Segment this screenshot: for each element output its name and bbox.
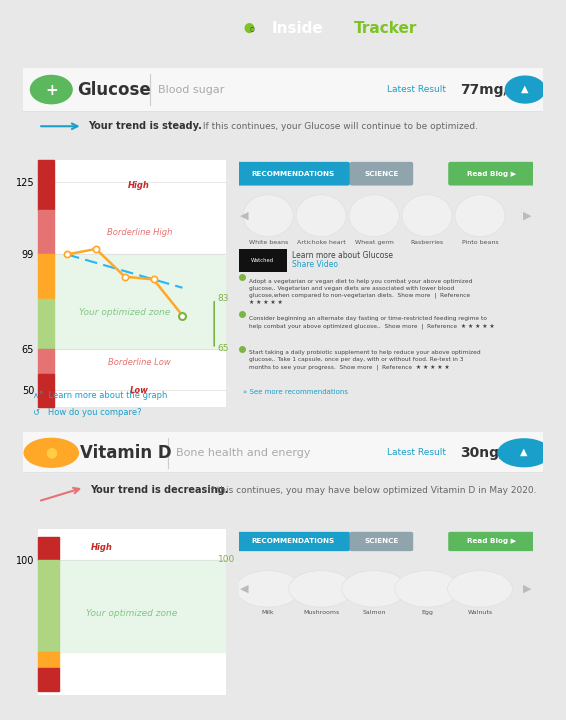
Text: Learn more about Glucose: Learn more about Glucose (291, 251, 393, 260)
Bar (23, 432, 543, 472)
FancyBboxPatch shape (237, 532, 350, 551)
Text: 83: 83 (217, 294, 229, 303)
Circle shape (342, 570, 406, 607)
Bar (38, 210, 54, 254)
FancyBboxPatch shape (448, 532, 535, 551)
Bar (38, 560, 226, 652)
Text: Latest Result: Latest Result (387, 449, 446, 457)
Text: ◀: ◀ (240, 584, 248, 594)
Text: » See more recommendations: » See more recommendations (243, 390, 348, 395)
Bar (38, 560, 59, 652)
Text: Rasberries: Rasberries (410, 240, 444, 246)
FancyBboxPatch shape (350, 532, 413, 551)
Bar (23, 68, 543, 111)
Text: Inside: Inside (272, 21, 323, 36)
Text: Borderline Low: Borderline Low (108, 358, 170, 367)
Text: Bone health and energy: Bone health and energy (176, 448, 311, 458)
Text: Mushrooms: Mushrooms (303, 610, 339, 615)
Text: Blood sugar: Blood sugar (158, 84, 224, 94)
Text: Pinto beans: Pinto beans (462, 240, 498, 246)
Circle shape (24, 438, 78, 467)
Bar (38, 374, 54, 407)
Text: ●: ● (45, 446, 57, 460)
Bar (38, 254, 54, 299)
Bar (38, 160, 54, 210)
Text: Milk: Milk (262, 610, 275, 615)
Text: 65: 65 (217, 344, 229, 354)
Text: Share Video: Share Video (291, 260, 338, 269)
Text: ▶: ▶ (523, 584, 531, 594)
Text: Your optimized zone: Your optimized zone (79, 308, 170, 318)
Text: SCIENCE: SCIENCE (365, 539, 398, 544)
Text: Artichoke heart: Artichoke heart (297, 240, 345, 246)
FancyBboxPatch shape (350, 162, 413, 186)
Text: Glucose: Glucose (78, 81, 151, 99)
Text: Your trend is decreasing.: Your trend is decreasing. (91, 485, 229, 495)
Circle shape (31, 76, 72, 104)
Text: 30ng/mL: 30ng/mL (460, 446, 528, 460)
Circle shape (402, 194, 452, 237)
Text: ↺   How do you compare?: ↺ How do you compare? (33, 408, 142, 417)
Text: Your trend is steady.: Your trend is steady. (88, 121, 201, 131)
Text: Low: Low (130, 386, 149, 395)
FancyBboxPatch shape (448, 162, 535, 186)
Circle shape (455, 194, 505, 237)
Circle shape (395, 570, 460, 607)
Text: Egg: Egg (421, 610, 433, 615)
Text: 100: 100 (218, 555, 235, 564)
Bar (38, 348, 54, 374)
Circle shape (236, 570, 301, 607)
Circle shape (498, 439, 550, 467)
Text: Start taking a daily probiotic supplement to help reduce your above optimized
gl: Start taking a daily probiotic supplemen… (249, 351, 481, 370)
Bar (38, 667, 59, 690)
Circle shape (505, 76, 545, 103)
Text: ◀: ◀ (240, 211, 248, 221)
Circle shape (448, 570, 512, 607)
Text: High: High (128, 181, 150, 189)
Text: ∧°  Learn more about the graph: ∧° Learn more about the graph (33, 391, 168, 400)
Bar (38, 536, 59, 560)
Circle shape (243, 194, 293, 237)
Text: ▲: ▲ (521, 84, 529, 94)
Text: Your optimized zone: Your optimized zone (87, 609, 178, 618)
Text: Wheat germ: Wheat germ (355, 240, 393, 246)
Text: Vitamin D: Vitamin D (80, 444, 171, 462)
Circle shape (349, 194, 399, 237)
Text: ⬤: ⬤ (243, 23, 255, 33)
Text: RECOMMENDATIONS: RECOMMENDATIONS (251, 539, 335, 544)
Text: RECOMMENDATIONS: RECOMMENDATIONS (251, 171, 335, 176)
Text: ▶: ▶ (523, 211, 531, 221)
Text: ○: ○ (250, 26, 254, 31)
Text: Read Blog ▶: Read Blog ▶ (467, 539, 516, 544)
Text: If this continues, you may have below optimized Vitamin D in May 2020.: If this continues, you may have below op… (205, 486, 537, 495)
Text: Borderline High: Borderline High (106, 228, 172, 237)
Text: Adopt a vegetarian or vegan diet to help you combat your above optimized
glucose: Adopt a vegetarian or vegan diet to help… (249, 279, 473, 305)
Text: Tracker: Tracker (354, 21, 417, 36)
Bar (38, 652, 59, 667)
Text: SCIENCE: SCIENCE (365, 171, 398, 176)
Text: +: + (45, 83, 58, 98)
Text: Read Blog ▶: Read Blog ▶ (467, 171, 516, 176)
Text: Walnuts: Walnuts (468, 610, 492, 615)
Text: Watched: Watched (251, 258, 275, 264)
Text: White beans: White beans (248, 240, 288, 246)
Text: Latest Result: Latest Result (387, 85, 446, 94)
Text: If this continues, your Glucose will continue to be optimized.: If this continues, your Glucose will con… (200, 122, 478, 131)
Text: ▲: ▲ (520, 447, 528, 457)
Bar (38, 299, 54, 348)
Text: Salmon: Salmon (362, 610, 386, 615)
Circle shape (289, 570, 354, 607)
Text: 77mg/dL: 77mg/dL (460, 83, 528, 96)
FancyBboxPatch shape (237, 162, 350, 186)
Circle shape (296, 194, 346, 237)
Text: High: High (91, 543, 113, 552)
FancyBboxPatch shape (239, 249, 288, 272)
Bar (38, 254, 226, 348)
Text: Consider beginning an alternate day fasting or time-restricted feeding regime to: Consider beginning an alternate day fast… (249, 315, 495, 329)
